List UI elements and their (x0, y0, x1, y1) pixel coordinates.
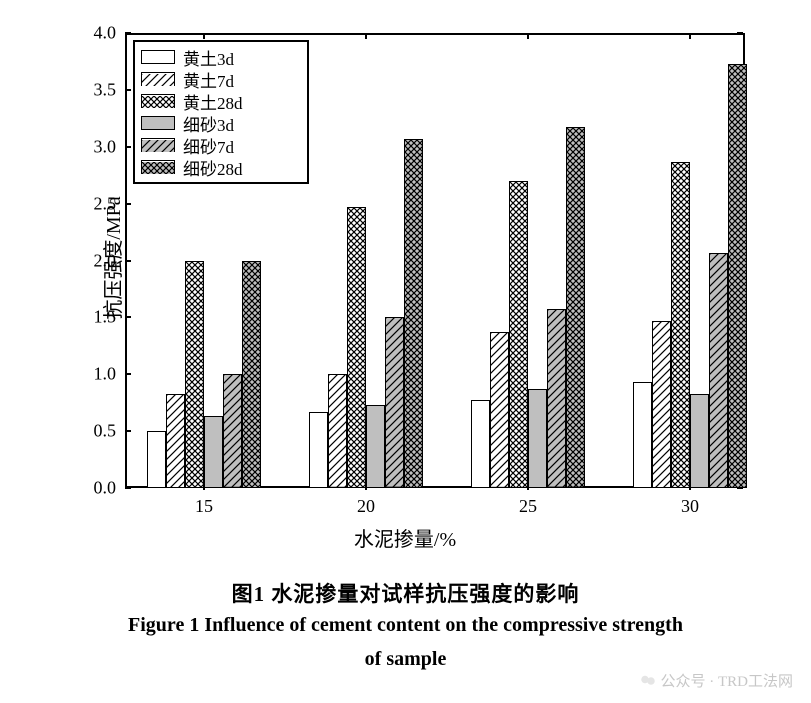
ytick (737, 32, 743, 34)
caption-en-line1: Figure 1 Influence of cement content on … (0, 614, 811, 637)
ytick (125, 89, 131, 91)
legend-swatch (141, 116, 175, 130)
bar (471, 400, 490, 488)
x-axis-label: 水泥掺量/% (354, 523, 456, 552)
ytick (125, 316, 131, 318)
ytick-label: 2.0 (94, 250, 117, 271)
bar (223, 374, 242, 488)
ytick (125, 32, 131, 34)
bar (404, 139, 423, 488)
bar (204, 416, 223, 488)
ytick-label: 3.0 (94, 136, 117, 157)
ytick (125, 487, 131, 489)
ytick-label: 1.5 (94, 307, 117, 328)
watermark-text: 公众号 · TRD工法网 (661, 670, 794, 691)
xtick-label: 25 (519, 496, 537, 517)
bar (328, 374, 347, 488)
caption-zh: 图1 水泥掺量对试样抗压强度的影响 (0, 578, 811, 608)
chart-container: 抗压强度/MPa 水泥掺量/% 黄土3d 黄土7d 黄土28d 细砂3d 细砂7… (30, 18, 780, 558)
bar (633, 382, 652, 488)
ytick-label: 1.0 (94, 364, 117, 385)
xtick (203, 33, 205, 39)
legend-item: 黄土3d (141, 46, 301, 68)
ytick-label: 4.0 (94, 23, 117, 44)
legend-swatch (141, 50, 175, 64)
bar (709, 253, 728, 488)
ytick (125, 373, 131, 375)
bar (309, 412, 328, 488)
bar (547, 309, 566, 488)
bar (671, 162, 690, 488)
bar (690, 394, 709, 488)
ytick-label: 0.0 (94, 478, 117, 499)
bar (185, 261, 204, 489)
ytick (125, 430, 131, 432)
bar (509, 181, 528, 488)
ytick-label: 0.5 (94, 421, 117, 442)
bar (652, 321, 671, 488)
watermark: 公众号 · TRD工法网 (639, 670, 794, 691)
legend-swatch (141, 94, 175, 108)
legend-swatch (141, 72, 175, 86)
ytick-label: 2.5 (94, 193, 117, 214)
ytick (125, 146, 131, 148)
bar (242, 261, 261, 489)
xtick-label: 20 (357, 496, 375, 517)
legend-item: 黄土28d (141, 90, 301, 112)
bar (347, 207, 366, 488)
xtick (527, 33, 529, 39)
legend-swatch (141, 138, 175, 152)
legend-item: 细砂28d (141, 156, 301, 178)
bar (566, 127, 585, 488)
legend-item: 黄土7d (141, 68, 301, 90)
legend-swatch (141, 160, 175, 174)
legend-item: 细砂3d (141, 112, 301, 134)
bar (147, 431, 166, 488)
caption-en-line2: of sample (0, 648, 811, 671)
bar (385, 317, 404, 488)
xtick (689, 33, 691, 39)
ytick (125, 260, 131, 262)
bar (490, 332, 509, 488)
bar (528, 389, 547, 488)
bar (728, 64, 747, 488)
legend-item: 细砂7d (141, 134, 301, 156)
ytick-label: 3.5 (94, 79, 117, 100)
legend: 黄土3d 黄土7d 黄土28d 细砂3d 细砂7d 细砂28d (133, 40, 309, 184)
xtick-label: 15 (195, 496, 213, 517)
legend-label: 细砂28d (183, 155, 243, 180)
bar (166, 394, 185, 488)
ytick (125, 203, 131, 205)
xtick-label: 30 (681, 496, 699, 517)
bar (366, 405, 385, 488)
xtick (365, 33, 367, 39)
